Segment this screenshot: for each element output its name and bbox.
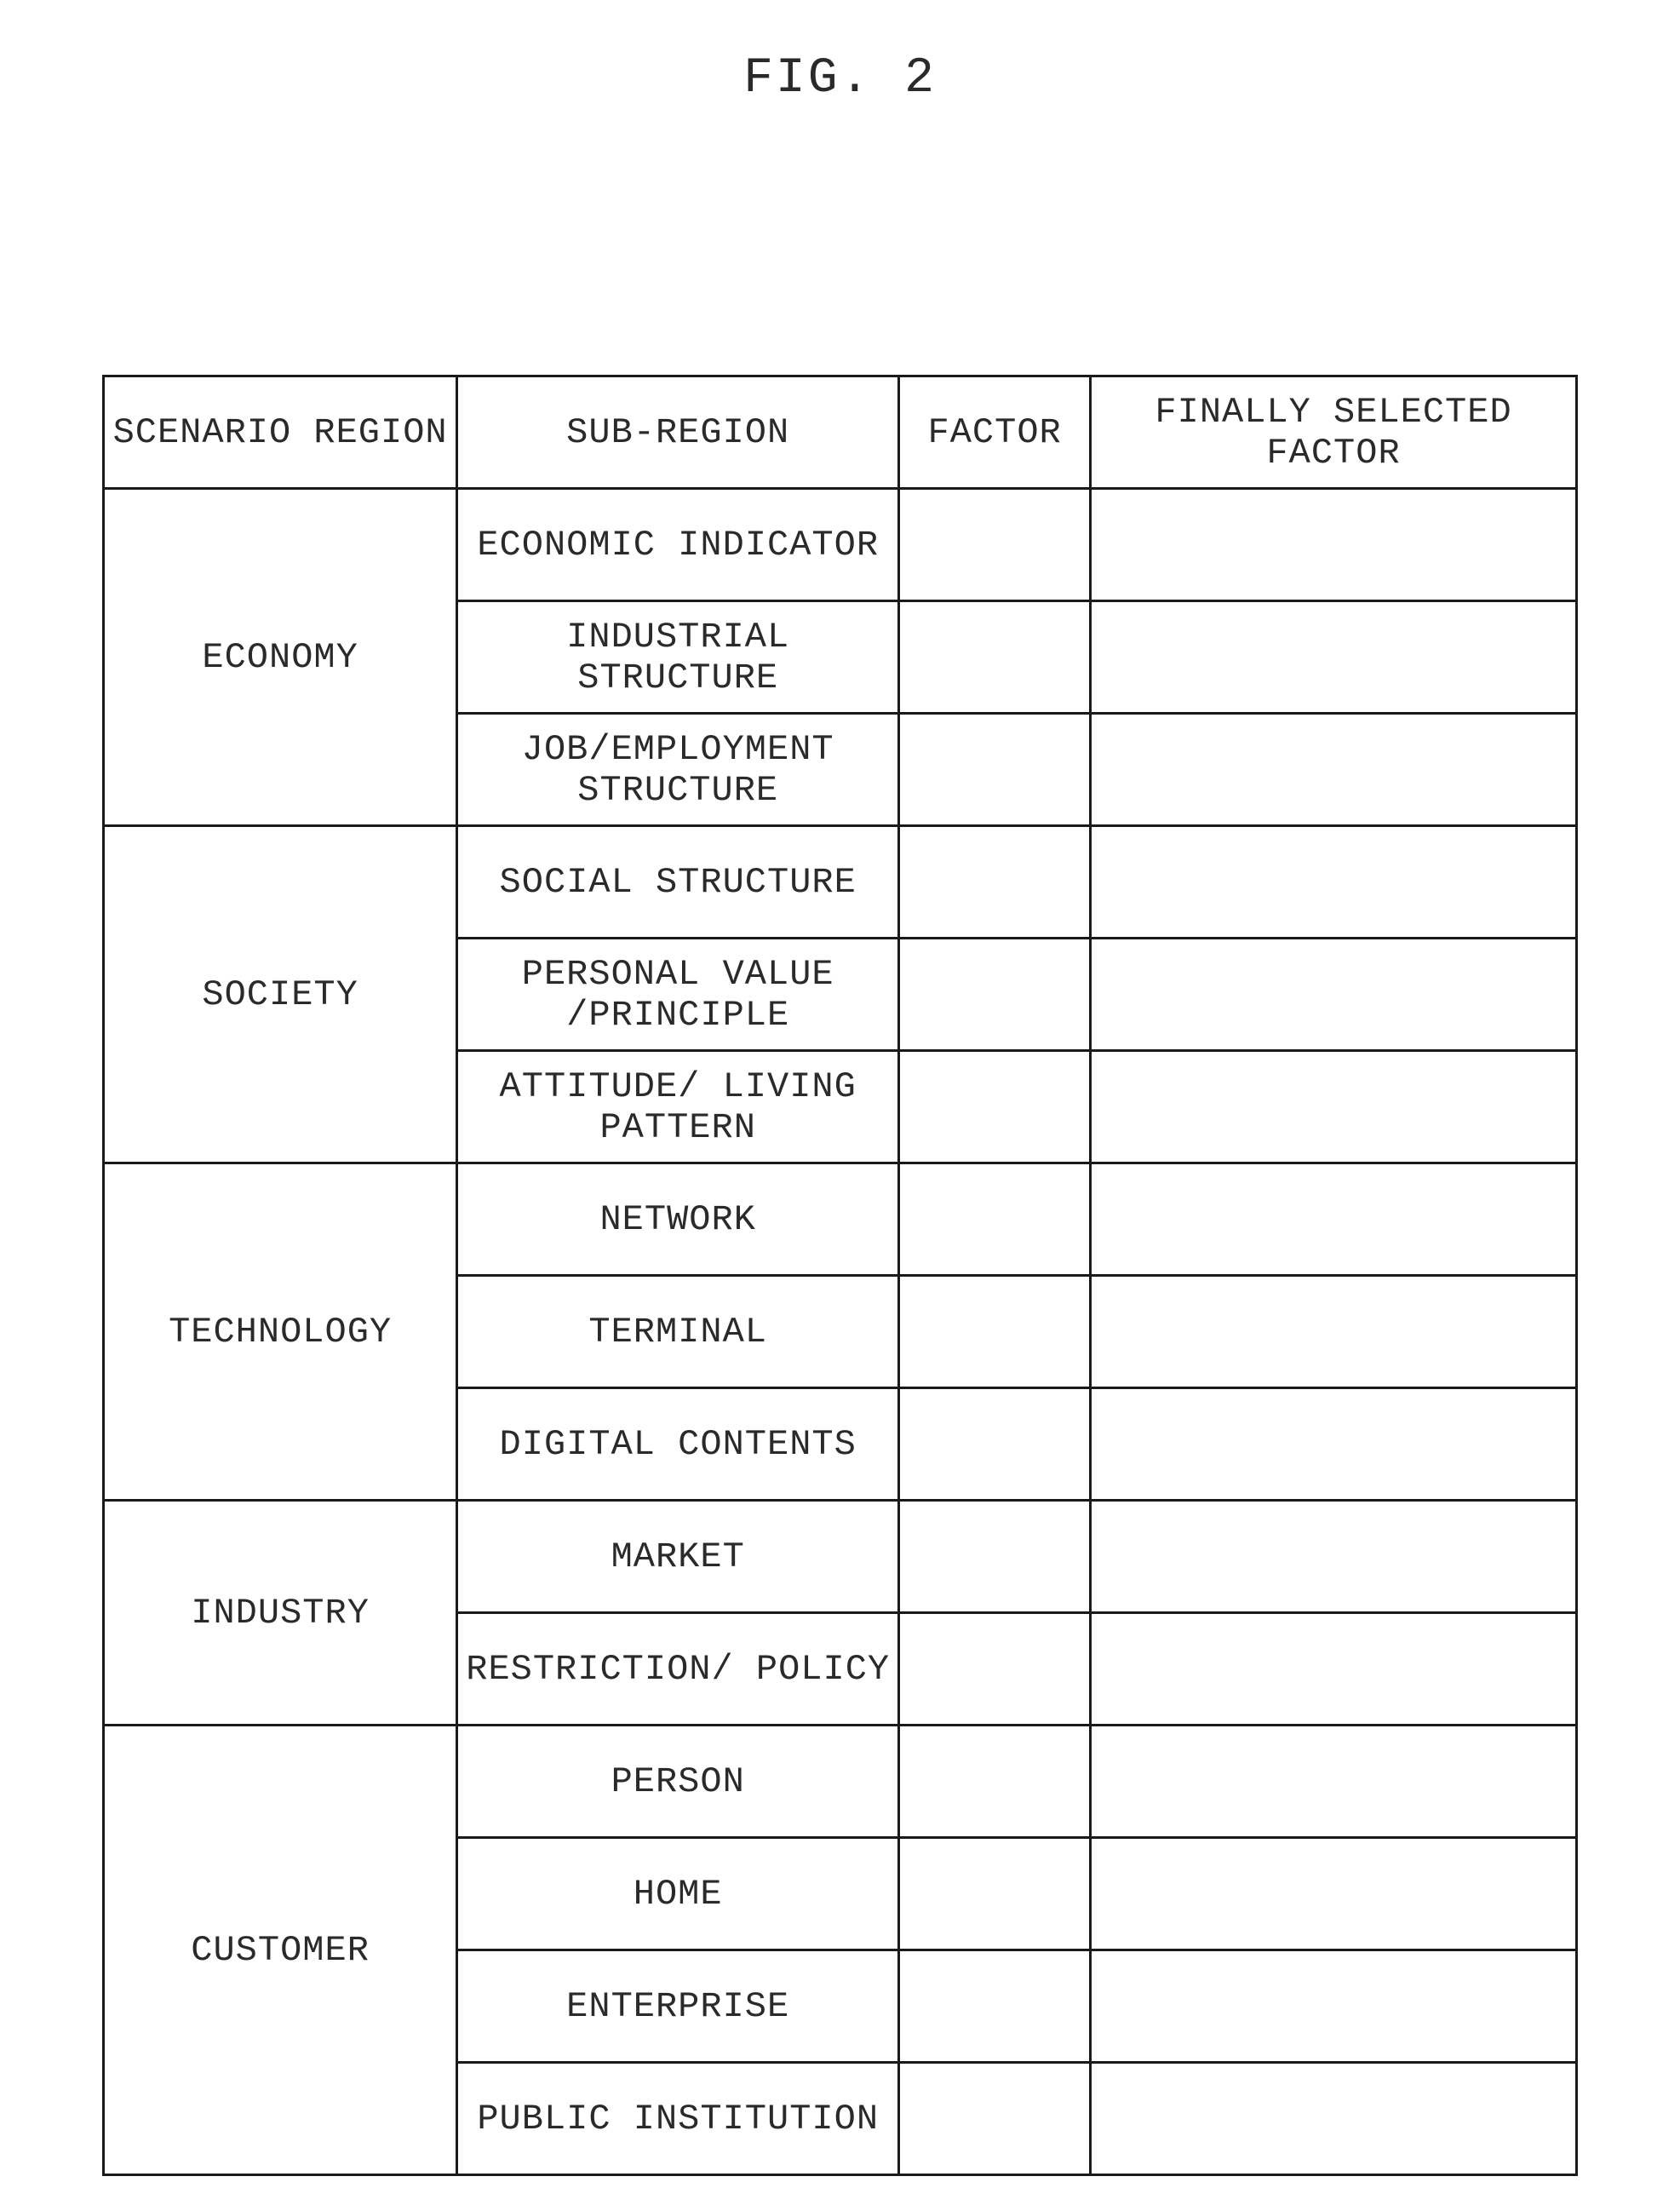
cell-sub-region: ECONOMIC INDICATOR — [457, 489, 899, 601]
header-sub-region: SUB-REGION — [457, 376, 899, 489]
cell-sub-region: DIGITAL CONTENTS — [457, 1388, 899, 1501]
cell-factor — [899, 826, 1091, 939]
cell-final-factor — [1091, 1501, 1577, 1613]
table-row: TECHNOLOGYNETWORK — [104, 1163, 1577, 1276]
cell-factor — [899, 1276, 1091, 1388]
cell-sub-region: JOB/EMPLOYMENT STRUCTURE — [457, 714, 899, 826]
cell-final-factor — [1091, 939, 1577, 1051]
cell-factor — [899, 1950, 1091, 2063]
cell-factor — [899, 1726, 1091, 1838]
page: FIG. 2 SCENARIO REGION SUB-REGION FACTOR… — [0, 0, 1680, 2211]
cell-sub-region: HOME — [457, 1838, 899, 1950]
cell-final-factor — [1091, 1950, 1577, 2063]
table-header-row: SCENARIO REGION SUB-REGION FACTOR FINALL… — [104, 376, 1577, 489]
cell-sub-region: SOCIAL STRUCTURE — [457, 826, 899, 939]
header-final-factor: FINALLY SELECTED FACTOR — [1091, 376, 1577, 489]
table-row: INDUSTRYMARKET — [104, 1501, 1577, 1613]
cell-sub-region: MARKET — [457, 1501, 899, 1613]
cell-final-factor — [1091, 1388, 1577, 1501]
table-row: CUSTOMERPERSON — [104, 1726, 1577, 1838]
figure-title: FIG. 2 — [0, 51, 1680, 106]
cell-factor — [899, 1163, 1091, 1276]
cell-sub-region: ATTITUDE/ LIVING PATTERN — [457, 1051, 899, 1163]
cell-sub-region: TERMINAL — [457, 1276, 899, 1388]
scenario-table-wrapper: SCENARIO REGION SUB-REGION FACTOR FINALL… — [102, 375, 1578, 2176]
cell-scenario-region: INDUSTRY — [104, 1501, 457, 1726]
cell-final-factor — [1091, 489, 1577, 601]
cell-final-factor — [1091, 601, 1577, 714]
cell-final-factor — [1091, 714, 1577, 826]
cell-factor — [899, 489, 1091, 601]
header-factor: FACTOR — [899, 376, 1091, 489]
cell-sub-region: NETWORK — [457, 1163, 899, 1276]
cell-final-factor — [1091, 1613, 1577, 1726]
cell-scenario-region: SOCIETY — [104, 826, 457, 1163]
cell-factor — [899, 1501, 1091, 1613]
cell-scenario-region: CUSTOMER — [104, 1726, 457, 2175]
cell-scenario-region: ECONOMY — [104, 489, 457, 826]
cell-sub-region: PUBLIC INSTITUTION — [457, 2063, 899, 2175]
cell-final-factor — [1091, 1051, 1577, 1163]
cell-factor — [899, 714, 1091, 826]
table-body: ECONOMYECONOMIC INDICATORINDUSTRIAL STRU… — [104, 489, 1577, 2175]
header-scenario-region: SCENARIO REGION — [104, 376, 457, 489]
cell-factor — [899, 1613, 1091, 1726]
cell-final-factor — [1091, 1838, 1577, 1950]
cell-final-factor — [1091, 1726, 1577, 1838]
cell-sub-region: RESTRICTION/ POLICY — [457, 1613, 899, 1726]
cell-factor — [899, 939, 1091, 1051]
cell-sub-region: PERSONAL VALUE /PRINCIPLE — [457, 939, 899, 1051]
cell-factor — [899, 601, 1091, 714]
cell-factor — [899, 1388, 1091, 1501]
table-row: ECONOMYECONOMIC INDICATOR — [104, 489, 1577, 601]
scenario-table: SCENARIO REGION SUB-REGION FACTOR FINALL… — [102, 375, 1578, 2176]
table-row: SOCIETYSOCIAL STRUCTURE — [104, 826, 1577, 939]
cell-final-factor — [1091, 1163, 1577, 1276]
cell-final-factor — [1091, 1276, 1577, 1388]
cell-final-factor — [1091, 826, 1577, 939]
cell-factor — [899, 1051, 1091, 1163]
cell-factor — [899, 2063, 1091, 2175]
cell-final-factor — [1091, 2063, 1577, 2175]
cell-sub-region: ENTERPRISE — [457, 1950, 899, 2063]
cell-factor — [899, 1838, 1091, 1950]
cell-sub-region: PERSON — [457, 1726, 899, 1838]
cell-sub-region: INDUSTRIAL STRUCTURE — [457, 601, 899, 714]
cell-scenario-region: TECHNOLOGY — [104, 1163, 457, 1501]
